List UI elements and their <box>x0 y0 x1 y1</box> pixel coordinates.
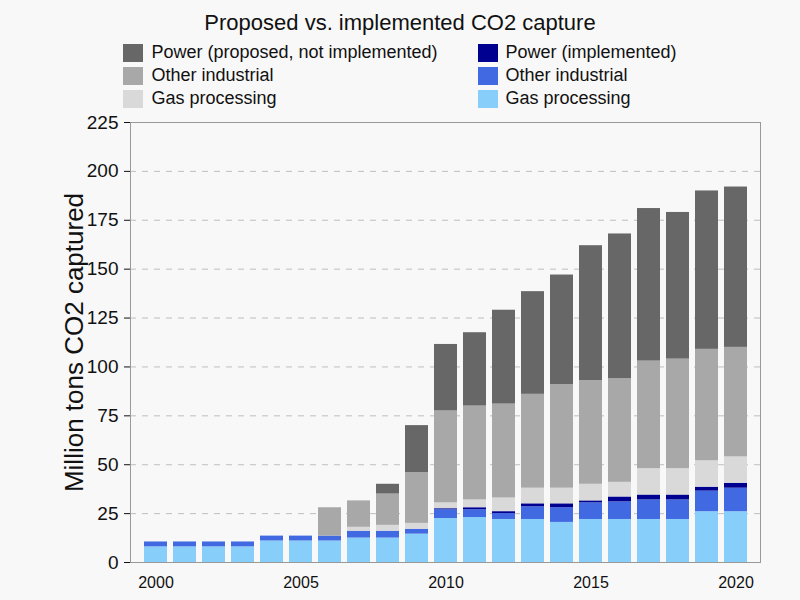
svg-text:125: 125 <box>87 307 119 328</box>
svg-text:2000: 2000 <box>138 574 174 591</box>
svg-text:2005: 2005 <box>283 574 319 591</box>
svg-text:25: 25 <box>97 503 118 524</box>
svg-text:150: 150 <box>87 258 119 279</box>
html-text:Other industrial: Other industrial <box>505 65 628 85</box>
html-text:Power (proposed, not implement: Power (proposed, not implemented) <box>151 42 438 62</box>
svg-text:Million tons CO2 captured: Million tons CO2 captured <box>59 193 89 492</box>
svg-text:2020: 2020 <box>718 574 754 591</box>
svg-text:175: 175 <box>87 209 119 230</box>
svg-text:75: 75 <box>97 405 118 426</box>
svg-text:200: 200 <box>87 160 119 181</box>
html-text:Gas processing: Gas processing <box>151 88 277 108</box>
svg-text:2015: 2015 <box>573 574 609 591</box>
html-text:Proposed vs. implemented CO2 c: Proposed vs. implemented CO2 capture <box>204 10 596 35</box>
svg-text:225: 225 <box>87 112 119 133</box>
svg-text:50: 50 <box>97 454 118 475</box>
html-text:Gas processing: Gas processing <box>505 88 631 108</box>
svg-text:0: 0 <box>108 552 119 573</box>
html-text:Other industrial: Other industrial <box>151 65 274 85</box>
svg-text:2010: 2010 <box>428 574 464 591</box>
html-text:Power (implemented): Power (implemented) <box>505 42 677 62</box>
svg-text:100: 100 <box>87 356 119 377</box>
